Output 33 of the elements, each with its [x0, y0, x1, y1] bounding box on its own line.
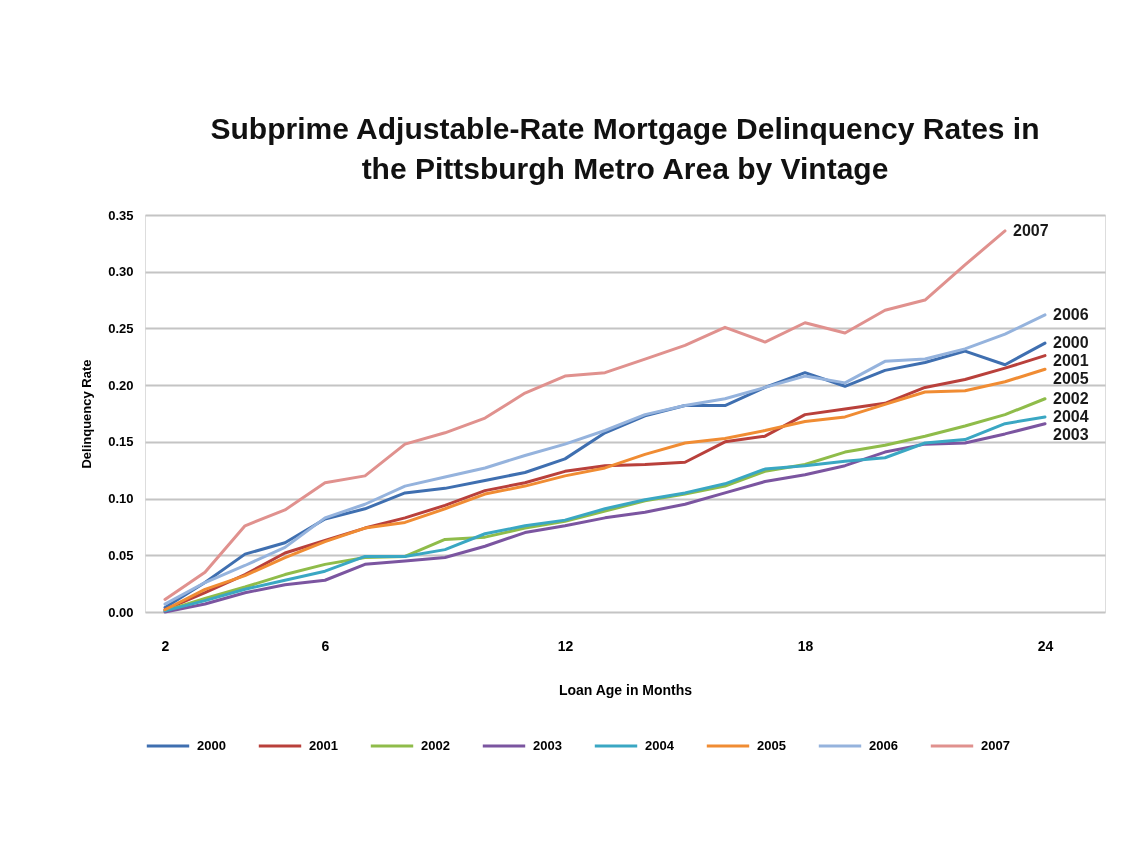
y-tick-label: 0.25	[108, 320, 134, 336]
legend-label: 2007	[981, 738, 1010, 753]
y-tick-label: 0.15	[108, 434, 134, 450]
line-series	[163, 229, 1007, 602]
text: 2005	[1053, 370, 1089, 388]
x-tick-label: 24	[1037, 637, 1054, 654]
y-axis-title: Delinquency Rate	[79, 359, 95, 469]
x-axis-title: Loan Age in Months	[558, 681, 693, 698]
y-tick-label: 0.30	[108, 264, 134, 280]
x-tick-label: 6	[321, 637, 330, 654]
legend-label: 2003	[533, 738, 562, 753]
chart-title: Subprime Adjustable-Rate Mortgage Delinquency Rates in the Pittsburgh Metro Area by Vintage	[210, 112, 1040, 185]
text: 2006	[1053, 305, 1089, 323]
text: 2000	[1053, 334, 1089, 352]
text: 2001	[1053, 352, 1089, 370]
x-tick-label: 12	[557, 637, 574, 654]
x-tick-label: 2	[161, 637, 170, 654]
y-tick-label: 0.00	[108, 604, 134, 620]
y-tick-label: 0.05	[108, 547, 134, 563]
text: 2004	[1053, 407, 1089, 425]
legend-label: 2006	[869, 738, 898, 753]
legend-label: 2000	[197, 738, 226, 753]
legend-label: 2004	[645, 738, 675, 753]
legend-label: 2005	[757, 738, 786, 753]
text: 2007	[1013, 221, 1049, 239]
y-tick-label: 0.35	[108, 207, 134, 223]
y-tick-label: 0.20	[108, 377, 134, 393]
legend-label: 2002	[421, 738, 450, 753]
text: 2002	[1053, 389, 1089, 407]
x-tick-label: 18	[797, 637, 814, 654]
text: 2003	[1053, 425, 1089, 443]
legend-label: 2001	[309, 738, 338, 753]
y-tick-label: 0.10	[108, 491, 134, 507]
